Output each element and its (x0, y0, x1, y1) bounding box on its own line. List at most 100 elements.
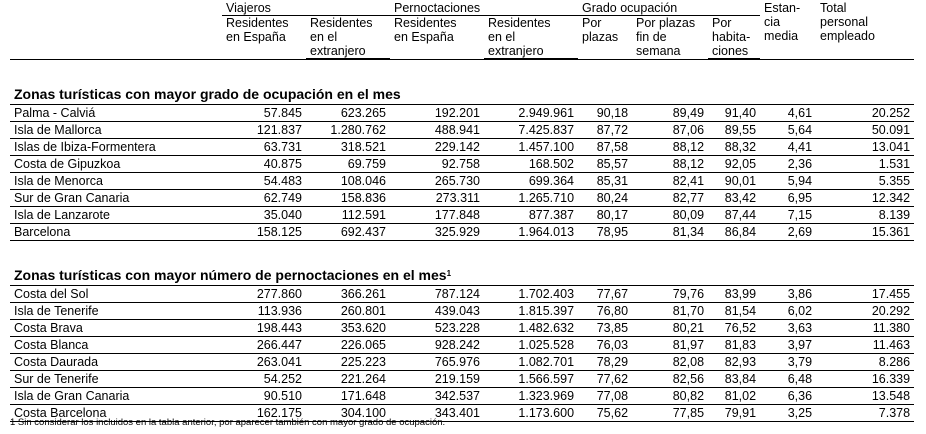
section-title-text: Zonas turísticas con mayor número de per… (14, 267, 447, 283)
viajeros-residentes-espana: 277.860 (222, 285, 306, 303)
table-row: Isla de Mallorca 121.837 1.280.762 488.941 7… (10, 121, 915, 139)
grado-por-plazas: 76,80 (578, 302, 633, 320)
header-viajeros: Viajeros (222, 0, 390, 16)
grado-por-plazas: 87,58 (578, 138, 633, 156)
grado-por-habitaciones: 88,32 (708, 138, 761, 156)
pernoctaciones-residentes-extranjero: 1.566.597 (484, 370, 579, 388)
grado-por-plazas-fin-de-semana: 82,41 (632, 172, 709, 190)
table-body: Viajeros Pernoctaciones Grado ocupación … (10, 0, 915, 422)
total-personal-empleado: 13.041 (816, 138, 915, 156)
viajeros-residentes-espana: 266.447 (222, 336, 306, 354)
pernoctaciones-residentes-extranjero: 1.323.969 (484, 387, 579, 405)
zone-name: Costa de Gipuzkoa (10, 155, 222, 173)
grado-por-plazas-fin-de-semana: 87,06 (632, 121, 709, 139)
grado-por-habitaciones: 82,93 (708, 353, 761, 371)
pernoctaciones-residentes-espana: 342.537 (390, 387, 484, 405)
viajeros-residentes-espana: 90.510 (222, 387, 306, 405)
table-row: Isla de Menorca 54.483 108.046 265.730 699.3… (10, 172, 915, 190)
viajeros-residentes-extranjero: 353.620 (306, 319, 390, 337)
viajeros-residentes-extranjero: 318.521 (306, 138, 390, 156)
viajeros-residentes-espana: 62.749 (222, 189, 306, 207)
total-personal-empleado: 20.252 (816, 104, 915, 122)
total-personal-empleado: 15.361 (816, 223, 915, 241)
grado-por-plazas-fin-de-semana: 80,82 (632, 387, 709, 405)
pernoctaciones-residentes-espana: 523.228 (390, 319, 484, 337)
pernoctaciones-residentes-extranjero: 1.482.632 (484, 319, 579, 337)
table-row: Costa Daurada 263.041 225.223 765.976 1.082.… (10, 353, 915, 371)
pernoctaciones-residentes-extranjero: 1.265.710 (484, 189, 579, 207)
grado-por-plazas: 80,24 (578, 189, 633, 207)
grado-por-plazas: 76,03 (578, 336, 633, 354)
pernoctaciones-residentes-extranjero: 1.702.403 (484, 285, 579, 303)
table-row: Isla de Tenerife 113.936 260.801 439.043 1.8… (10, 302, 915, 320)
table-row: Costa Brava 198.443 353.620 523.228 1.482.63… (10, 319, 915, 337)
grado-por-plazas-fin-de-semana: 88,12 (632, 138, 709, 156)
viajeros-residentes-extranjero: 221.264 (306, 370, 390, 388)
total-personal-empleado: 1.531 (816, 155, 915, 173)
zone-name: Isla de Lanzarote (10, 206, 222, 224)
pernoctaciones-residentes-espana: 229.142 (390, 138, 484, 156)
viajeros-residentes-extranjero: 69.759 (306, 155, 390, 173)
header-group-row: Viajeros Pernoctaciones Grado ocupación … (10, 0, 914, 43)
viajeros-residentes-extranjero: 304.100 (306, 404, 390, 422)
pernoctaciones-residentes-extranjero: 2.949.961 (484, 104, 579, 122)
grado-por-habitaciones: 92,05 (708, 155, 761, 173)
table-row: Costa de Gipuzkoa 40.875 69.759 92.758 168.5… (10, 155, 915, 173)
pernoctaciones-residentes-espana: 192.201 (390, 104, 484, 122)
grado-por-plazas: 80,17 (578, 206, 633, 224)
header-por-plazas-fin-de-semana: Por plazas fin de semana (636, 16, 696, 58)
zone-name: Isla de Menorca (10, 172, 222, 190)
grado-por-habitaciones: 83,84 (708, 370, 761, 388)
viajeros-residentes-espana: 54.252 (222, 370, 306, 388)
footnote: 1 Sin considerar los incluidos en la tab… (10, 417, 446, 428)
total-personal-empleado: 12.342 (816, 189, 915, 207)
zone-name: Barcelona (10, 223, 222, 241)
pernoctaciones-residentes-espana: 765.976 (390, 353, 484, 371)
viajeros-residentes-espana: 40.875 (222, 155, 306, 173)
grado-por-habitaciones: 83,99 (708, 285, 761, 303)
grado-por-habitaciones: 90,01 (708, 172, 761, 190)
pernoctaciones-residentes-extranjero: 877.387 (484, 206, 579, 224)
viajeros-residentes-extranjero: 1.280.762 (306, 121, 390, 139)
grado-por-plazas-fin-de-semana: 89,49 (632, 104, 709, 122)
header-pernoctaciones-residentes-extranjero: Residentes en el extranjero (484, 15, 579, 59)
grado-por-habitaciones: 83,42 (708, 189, 761, 207)
header-viajeros-residentes-espana: Residentes en España (226, 16, 289, 44)
tourism-table: Viajeros Pernoctaciones Grado ocupación … (10, 0, 915, 422)
pernoctaciones-residentes-espana: 928.242 (390, 336, 484, 354)
grado-por-plazas: 78,95 (578, 223, 633, 241)
section-title: Zonas turísticas con mayor grado de ocup… (10, 82, 914, 104)
estancia-media: 7,15 (760, 206, 817, 224)
viajeros-residentes-espana: 162.175 (222, 404, 306, 422)
zone-name: Costa Blanca (10, 336, 222, 354)
viajeros-residentes-extranjero: 260.801 (306, 302, 390, 320)
estancia-media: 4,61 (760, 104, 817, 122)
pernoctaciones-residentes-extranjero: 1.082.701 (484, 353, 579, 371)
estancia-media: 6,95 (760, 189, 817, 207)
grado-por-plazas: 85,31 (578, 172, 633, 190)
total-personal-empleado: 20.292 (816, 302, 915, 320)
estancia-media: 6,02 (760, 302, 817, 320)
zone-name: Costa Brava (10, 319, 222, 337)
viajeros-residentes-espana: 263.041 (222, 353, 306, 371)
section-title-text: Zonas turísticas con mayor grado de ocup… (14, 86, 401, 102)
pernoctaciones-residentes-extranjero: 1.964.013 (484, 223, 579, 241)
pernoctaciones-residentes-espana: 265.730 (390, 172, 484, 190)
grado-por-plazas-fin-de-semana: 79,76 (632, 285, 709, 303)
pernoctaciones-residentes-espana: 273.311 (390, 189, 484, 207)
table-row: Costa Blanca 266.447 226.065 928.242 1.025.5… (10, 336, 915, 354)
zone-name: Palma - Calviá (10, 104, 222, 122)
grado-por-plazas-fin-de-semana: 80,09 (632, 206, 709, 224)
viajeros-residentes-extranjero: 226.065 (306, 336, 390, 354)
grado-por-plazas: 87,72 (578, 121, 633, 139)
viajeros-residentes-espana: 54.483 (222, 172, 306, 190)
estancia-media: 3,86 (760, 285, 817, 303)
grado-por-plazas-fin-de-semana: 81,34 (632, 223, 709, 241)
header-total-personal: Total personal empleado (820, 1, 875, 43)
footnote-marker: 1 (446, 269, 452, 278)
zone-name: Costa del Sol (10, 285, 222, 303)
viajeros-residentes-extranjero: 692.437 (306, 223, 390, 241)
estancia-media: 3,63 (760, 319, 817, 337)
estancia-media: 5,64 (760, 121, 817, 139)
total-personal-empleado: 17.455 (816, 285, 915, 303)
